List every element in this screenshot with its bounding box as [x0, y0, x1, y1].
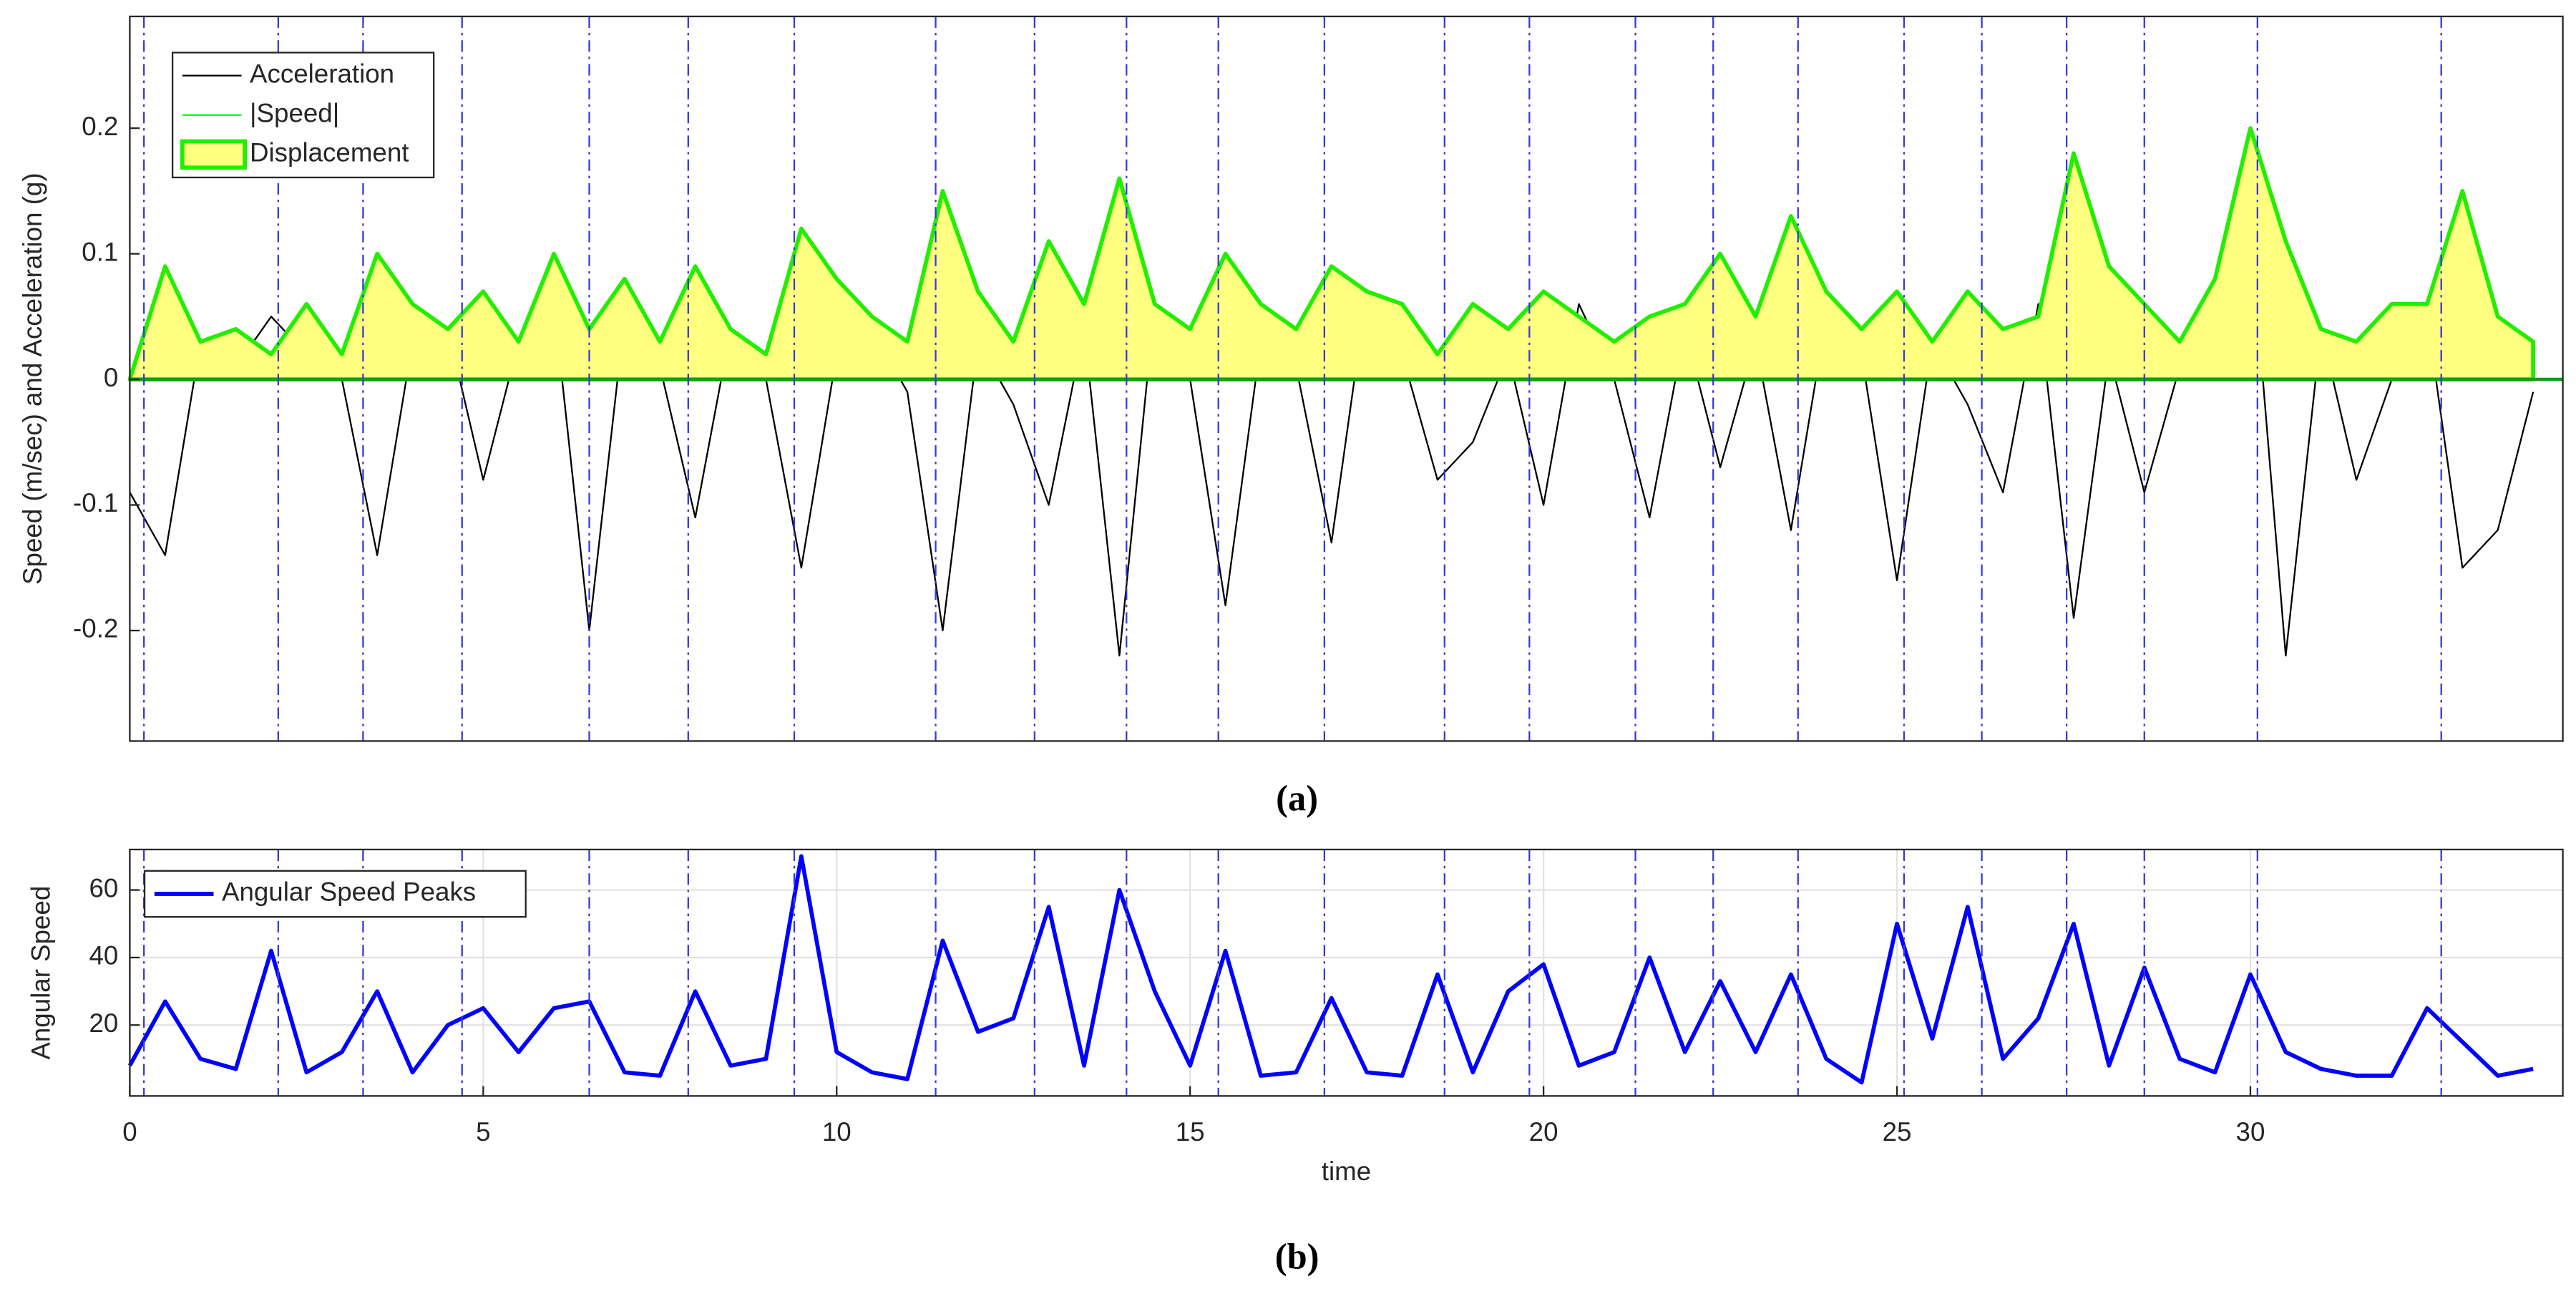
y-axis-label: Speed (m/sec) and Acceleration (g): [18, 172, 47, 585]
x-tick-label: 25: [1883, 1117, 1912, 1147]
caption: (a): [1276, 778, 1318, 818]
y-tick-label: -0.2: [73, 614, 118, 643]
x-tick-label: 30: [2236, 1117, 2265, 1147]
legend-label: Displacement: [250, 138, 409, 167]
x-tick-label: 15: [1176, 1117, 1205, 1147]
caption: (b): [1275, 1237, 1319, 1277]
legend: Angular Speed Peaks: [143, 870, 527, 918]
line: [127, 854, 2534, 1085]
x-tick-label: 10: [822, 1117, 852, 1147]
legend-label: Acceleration: [250, 59, 394, 88]
axes-box: [129, 848, 2564, 1097]
legend-label: Angular Speed Peaks: [222, 877, 476, 907]
y-tick-label: 0.2: [82, 112, 118, 141]
y-tick-label: 60: [89, 873, 118, 902]
y-axis-label: Angular Speed: [26, 886, 55, 1060]
y-tick-label: 0.1: [82, 237, 118, 266]
y-tick-label: 0: [104, 363, 118, 392]
y-tick-label: 20: [89, 1008, 118, 1038]
x-tick-label: 0: [122, 1117, 137, 1147]
y-tick-label: -0.1: [73, 488, 118, 517]
area: [127, 126, 2535, 381]
x-tick-label: 5: [476, 1117, 490, 1147]
legend-label: |Speed|: [250, 98, 339, 127]
legend-key: [180, 139, 247, 170]
x-axis-label: time: [1322, 1157, 1371, 1186]
y-tick-label: 40: [89, 941, 118, 970]
x-tick-label: 20: [1529, 1117, 1558, 1147]
legend: Acceleration |Speed| Displacement: [171, 52, 435, 179]
